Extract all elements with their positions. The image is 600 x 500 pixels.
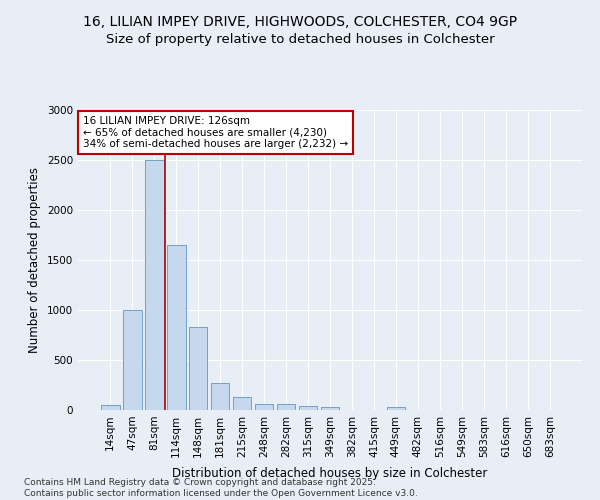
Text: 16, LILIAN IMPEY DRIVE, HIGHWOODS, COLCHESTER, CO4 9GP: 16, LILIAN IMPEY DRIVE, HIGHWOODS, COLCH… <box>83 15 517 29</box>
Text: Distribution of detached houses by size in Colchester: Distribution of detached houses by size … <box>172 467 488 480</box>
Bar <box>123 310 142 410</box>
Y-axis label: Number of detached properties: Number of detached properties <box>28 167 41 353</box>
Bar <box>299 406 317 410</box>
Text: Size of property relative to detached houses in Colchester: Size of property relative to detached ho… <box>106 32 494 46</box>
Bar <box>233 397 251 410</box>
Bar <box>211 383 229 410</box>
Bar <box>101 404 119 410</box>
Bar <box>189 327 208 410</box>
Text: Contains HM Land Registry data © Crown copyright and database right 2025.
Contai: Contains HM Land Registry data © Crown c… <box>24 478 418 498</box>
Text: 16 LILIAN IMPEY DRIVE: 126sqm
← 65% of detached houses are smaller (4,230)
34% o: 16 LILIAN IMPEY DRIVE: 126sqm ← 65% of d… <box>83 116 348 149</box>
Bar <box>255 404 274 410</box>
Bar <box>145 160 164 410</box>
Bar <box>320 407 340 410</box>
Bar <box>277 404 295 410</box>
Bar <box>167 245 185 410</box>
Bar <box>386 406 405 410</box>
